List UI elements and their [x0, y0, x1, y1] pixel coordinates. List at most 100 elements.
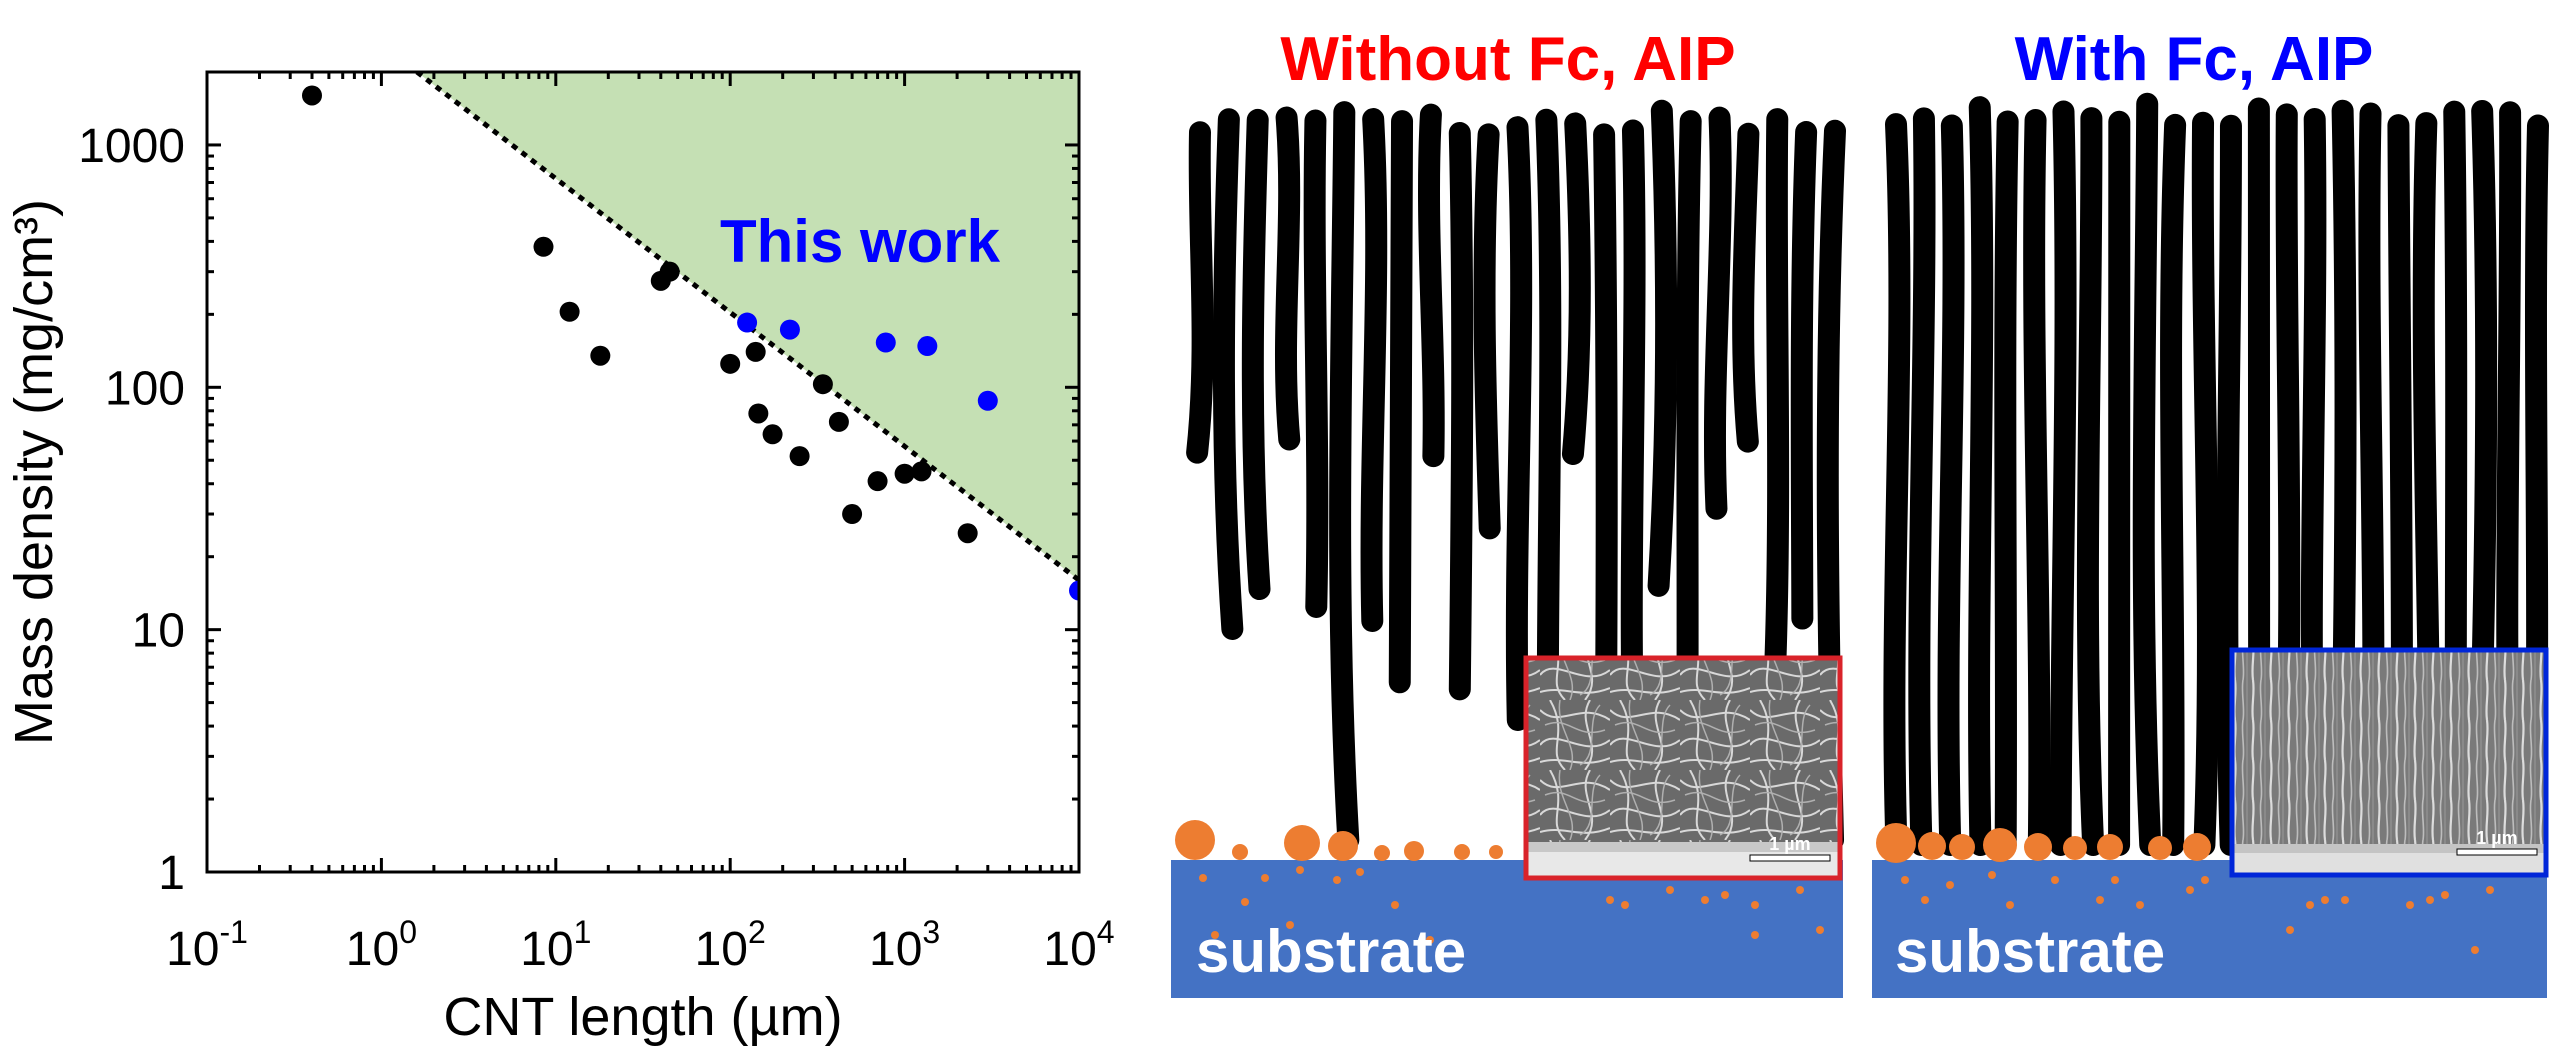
catalyst-particle-small	[1211, 931, 1219, 939]
cnt-strand	[2076, 107, 2105, 856]
plot-area	[301, 72, 1079, 601]
catalyst-particle-small	[2051, 876, 2059, 884]
catalyst-particle-small	[2136, 901, 2144, 909]
cnt-strand	[2160, 113, 2187, 856]
catalyst-particle-small	[2486, 886, 2494, 894]
cnt-strand	[1908, 107, 1936, 856]
catalyst-particle-small	[1901, 876, 1909, 884]
scale-label-left: 1 µm	[1769, 834, 1810, 854]
catalyst-particle	[2024, 833, 2052, 861]
cnt-strand	[1937, 114, 1965, 856]
x-tick-label-3: 102	[695, 914, 766, 976]
cnt-strand	[2216, 114, 2242, 856]
cnt-strand	[1212, 108, 1244, 640]
catalyst-particle	[1374, 845, 1390, 861]
catalyst-particle-small	[1199, 874, 1207, 882]
substrate-right	[1872, 860, 2547, 998]
y-tick-label-0: 1	[158, 847, 185, 900]
cnt-strand	[1241, 108, 1271, 601]
x-axis-label: CNT length (µm)	[443, 987, 842, 1047]
catalyst-particle-small	[1391, 901, 1399, 909]
panel-title-without-fc: Without Fc, AIP	[1280, 25, 1735, 94]
cnt-strand	[2132, 92, 2162, 856]
data-point-s0-2	[559, 301, 580, 322]
catalyst-particle	[1949, 834, 1975, 860]
panel-without-fc: Without Fc, AIP substrate 1 µm	[1171, 25, 1846, 998]
scale-bar-left	[1749, 854, 1831, 862]
cnt-strand	[1388, 110, 1414, 694]
catalyst-particle-small	[2186, 886, 2194, 894]
catalyst-particle-small	[2111, 876, 2119, 884]
x-tick-label-5: 104	[1043, 914, 1114, 976]
catalyst-particles-right	[1876, 823, 2494, 954]
data-point-s0-15	[894, 463, 915, 484]
data-point-s0-8	[748, 403, 769, 424]
plot-frame	[205, 70, 1081, 874]
data-point-s0-17	[957, 523, 978, 544]
x-tick-label-1: 100	[346, 914, 417, 976]
y-axis-label: Mass density (mg/cm³)	[4, 199, 64, 745]
y-tick-label-2: 100	[105, 362, 185, 415]
catalyst-particle	[2183, 833, 2211, 861]
y-tick-label-3: 1000	[78, 120, 185, 173]
data-point-s0-13	[842, 504, 863, 525]
catalyst-particles-left	[1175, 820, 1824, 944]
cnt-strand	[1703, 106, 1732, 520]
data-point-s0-5	[659, 261, 680, 282]
data-point-s1-1	[779, 319, 800, 340]
x-tick-label-4: 103	[869, 914, 940, 976]
x-tick-label-0: 10-1	[166, 914, 248, 976]
catalyst-particle-small	[2471, 946, 2479, 954]
catalyst-particle-small	[1426, 936, 1434, 944]
data-point-s0-7	[745, 341, 766, 362]
cnt-strand	[1186, 121, 1214, 464]
catalyst-particle-small	[2096, 896, 2104, 904]
cnt-strand	[1473, 123, 1501, 540]
catalyst-particle-small	[1261, 874, 1269, 882]
x-tick-label-2: 101	[520, 914, 591, 976]
sem-inset-right: 1 µm	[2229, 647, 2549, 878]
panel-with-fc: With Fc, AIP substrate 1 µm	[1872, 25, 2549, 998]
catalyst-particle	[1404, 841, 1424, 861]
data-point-s0-12	[828, 411, 849, 432]
data-point-s0-6	[720, 353, 741, 374]
cnt-strand	[1994, 110, 2019, 856]
catalyst-particle-small	[2006, 901, 2014, 909]
catalyst-particle-small	[1988, 871, 1996, 879]
points-layer	[301, 85, 1079, 601]
catalyst-particle	[2097, 834, 2123, 860]
catalyst-particle-small	[1946, 881, 1954, 889]
catalyst-particle-small	[1751, 901, 1759, 909]
catalyst-particle	[1983, 828, 2017, 862]
data-point-s1-4	[977, 390, 998, 411]
catalyst-particle-small	[1606, 896, 1614, 904]
catalyst-particle	[1489, 845, 1503, 859]
data-point-s0-9	[762, 424, 783, 445]
catalyst-particle-small	[2306, 901, 2314, 909]
catalyst-particle	[1876, 823, 1916, 863]
catalyst-particle-small	[1333, 876, 1341, 884]
inset-border-left	[1523, 655, 1843, 881]
catalyst-particle-small	[1621, 901, 1629, 909]
data-point-s1-0	[737, 312, 758, 333]
substrate-left	[1171, 860, 1843, 998]
cnt-strand	[1418, 103, 1445, 468]
data-point-s0-14	[867, 471, 888, 492]
catalyst-particle-small	[2286, 926, 2294, 934]
catalyst-particle-small	[1921, 896, 1929, 904]
data-point-s0-1	[533, 236, 554, 257]
catalyst-particle-small	[1356, 868, 1364, 876]
catalyst-particle-small	[2321, 896, 2329, 904]
cnt-strand	[1329, 101, 1360, 851]
cnt-strand	[1561, 112, 1591, 466]
cnt-strand	[1732, 122, 1760, 453]
catalyst-particle-small	[1751, 931, 1759, 939]
catalyst-particle	[1328, 831, 1358, 861]
cnt-strand	[2023, 108, 2051, 856]
cnt-strand	[1764, 108, 1790, 668]
data-point-s1-2	[875, 332, 896, 353]
ticks-layer	[205, 70, 1081, 874]
this-work-annotation: This work	[720, 208, 1001, 275]
catalyst-particle	[1454, 844, 1470, 860]
data-point-s0-11	[812, 374, 833, 395]
